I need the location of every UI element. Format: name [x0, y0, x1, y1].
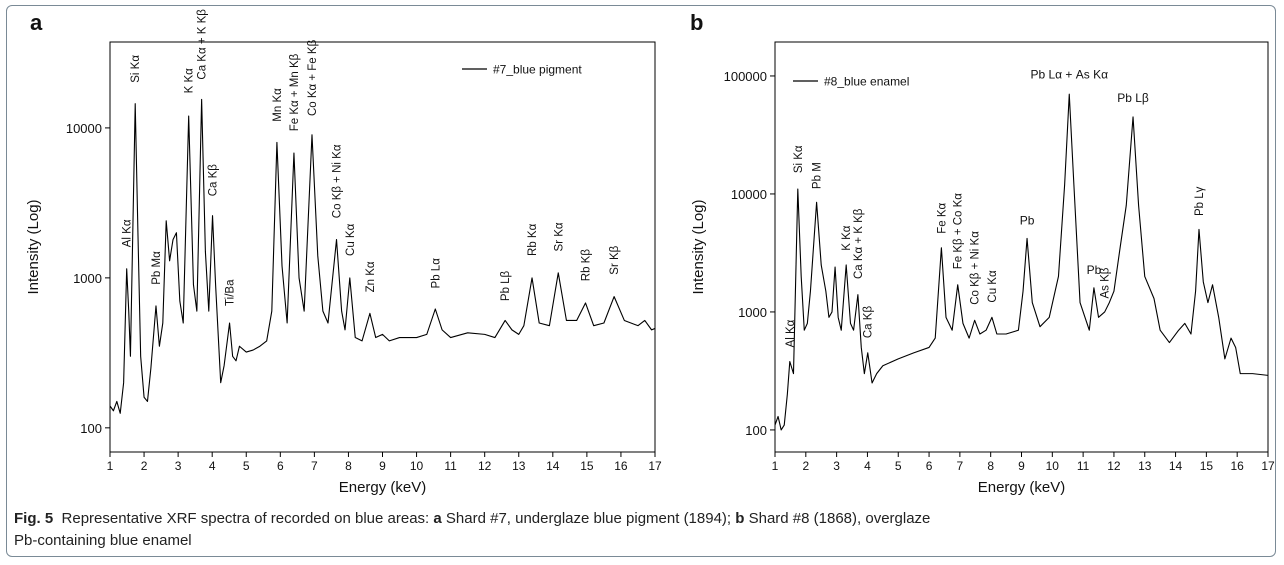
peak-label: Ca Kα + K Kβ [197, 9, 209, 80]
peak-label: Zn Kα [365, 261, 377, 292]
x-tick-label: 8 [345, 459, 352, 473]
x-tick-label: 12 [1107, 459, 1121, 473]
peak-label: K Kα [184, 68, 196, 94]
peak-label: Cu Kα [987, 270, 999, 303]
peak-label: As Kβ [1100, 267, 1112, 298]
peak-label: Pb Lβ [1117, 91, 1149, 105]
legend-label: #7_blue pigment [493, 63, 582, 77]
x-tick-label: 3 [833, 459, 840, 473]
peak-label: Mn Kα [272, 88, 284, 122]
peak-label: Pb Lβ [500, 270, 512, 301]
y-tick-label: 1000 [738, 305, 767, 320]
peak-label: Co Kα + Fe Kβ [307, 39, 319, 116]
x-tick-label: 15 [1200, 459, 1214, 473]
peak-label: Pb Lγ [1194, 186, 1206, 216]
y-tick-label: 10000 [731, 187, 767, 202]
x-tick-label: 10 [410, 459, 424, 473]
x-tick-label: 9 [1018, 459, 1025, 473]
x-tick-label: 4 [864, 459, 871, 473]
caption-panel: b [735, 510, 745, 527]
x-tick-label: 2 [802, 459, 809, 473]
peak-label: Cu Kα [345, 223, 357, 256]
y-tick-label: 10000 [66, 121, 102, 136]
x-tick-label: 17 [1261, 459, 1275, 473]
peak-label: Ca Kβ [863, 306, 875, 339]
y-tick-label: 100 [80, 421, 102, 436]
peak-label: Fe Kβ + Co Kα [953, 193, 965, 270]
y-axis-label: Intensity (Log) [690, 199, 707, 294]
x-tick-label: 7 [957, 459, 964, 473]
x-axis-label: Energy (keV) [339, 479, 427, 496]
x-tick-label: 16 [614, 459, 628, 473]
figure-frame [6, 5, 1276, 557]
y-tick-label: 100 [745, 423, 767, 438]
peak-label: Pb M [812, 162, 824, 189]
caption-text: Pb-containing blue enamel [14, 532, 192, 549]
x-tick-label: 4 [209, 459, 216, 473]
peak-label: Al Kα [785, 319, 797, 347]
peak-label: Ca Kβ [208, 164, 220, 197]
x-tick-label: 14 [546, 459, 560, 473]
x-tick-label: 13 [512, 459, 526, 473]
peak-label: K Kα [841, 225, 853, 251]
x-tick-label: 16 [1231, 459, 1245, 473]
x-tick-label: 14 [1169, 459, 1183, 473]
peak-label: Ti/Ba [225, 279, 237, 306]
peak-label: Al Kα [122, 219, 134, 247]
x-tick-label: 11 [444, 459, 457, 473]
peak-label: Pb Lα + As Kα [1030, 68, 1108, 82]
x-tick-label: 6 [277, 459, 284, 473]
peak-label: Pb [1020, 214, 1035, 228]
caption-text: Representative XRF spectra of recorded o… [61, 510, 434, 527]
y-axis-label: Intensity (Log) [25, 199, 42, 294]
spectrum-line [774, 93, 1269, 431]
x-tick-label: 1 [772, 459, 779, 473]
caption-text: Shard #7, underglaze blue pigment (1894)… [441, 510, 736, 527]
x-tick-label: 17 [648, 459, 662, 473]
peak-label: Fe Kα + Mn Kβ [289, 53, 301, 131]
x-tick-label: 7 [311, 459, 318, 473]
x-tick-label: 6 [926, 459, 933, 473]
x-tick-label: 5 [895, 459, 902, 473]
x-tick-label: 2 [141, 459, 148, 473]
peak-label: Co Kβ + Ni Kα [332, 144, 344, 218]
legend-label: #8_blue enamel [824, 75, 909, 89]
peak-label: Si Kα [130, 55, 142, 83]
spectrum-line [109, 98, 656, 414]
caption: Fig. 5 Representative XRF spectra of rec… [14, 508, 1264, 552]
caption-label: Fig. 5 [14, 510, 54, 527]
x-tick-label: 3 [175, 459, 182, 473]
peak-label: Si Kα [793, 145, 805, 173]
plot-frame [109, 41, 656, 453]
x-tick-label: 11 [1077, 459, 1090, 473]
peak-label: Co Kβ + Ni Kα [970, 231, 982, 305]
x-tick-label: 13 [1138, 459, 1152, 473]
peak-label: Rb Kα [527, 223, 539, 256]
chart: a1 2 3 4 5 6 7 8 9 10 11 12 13 14 15 16 17100100010000En… [25, 9, 1275, 496]
peak-label: Pb Lα [430, 258, 442, 289]
x-tick-label: 1 [107, 459, 114, 473]
y-tick-label: 100000 [724, 69, 767, 84]
caption-text: Shard #8 (1868), overglaze [744, 510, 931, 527]
peak-label: Sr Kβ [609, 245, 621, 274]
panel-label: b [690, 10, 703, 35]
x-tick-label: 8 [987, 459, 994, 473]
x-tick-label: 12 [478, 459, 492, 473]
x-tick-label: 5 [243, 459, 250, 473]
x-tick-label: 15 [580, 459, 594, 473]
peak-label: Ca Kα + K Kβ [853, 208, 865, 279]
peak-label: Sr Kα [553, 222, 565, 251]
panel-label: a [30, 10, 43, 35]
x-axis-label: Energy (keV) [978, 479, 1066, 496]
x-tick-label: 9 [379, 459, 386, 473]
y-tick-label: 1000 [73, 271, 102, 286]
x-tick-label: 10 [1046, 459, 1060, 473]
caption-panel: a [433, 510, 442, 527]
peak-label: Pb [1087, 263, 1102, 277]
peak-label: Rb Kβ [581, 249, 593, 282]
peak-label: Fe Kα [936, 202, 948, 233]
peak-label: Pb Mα [151, 251, 163, 285]
